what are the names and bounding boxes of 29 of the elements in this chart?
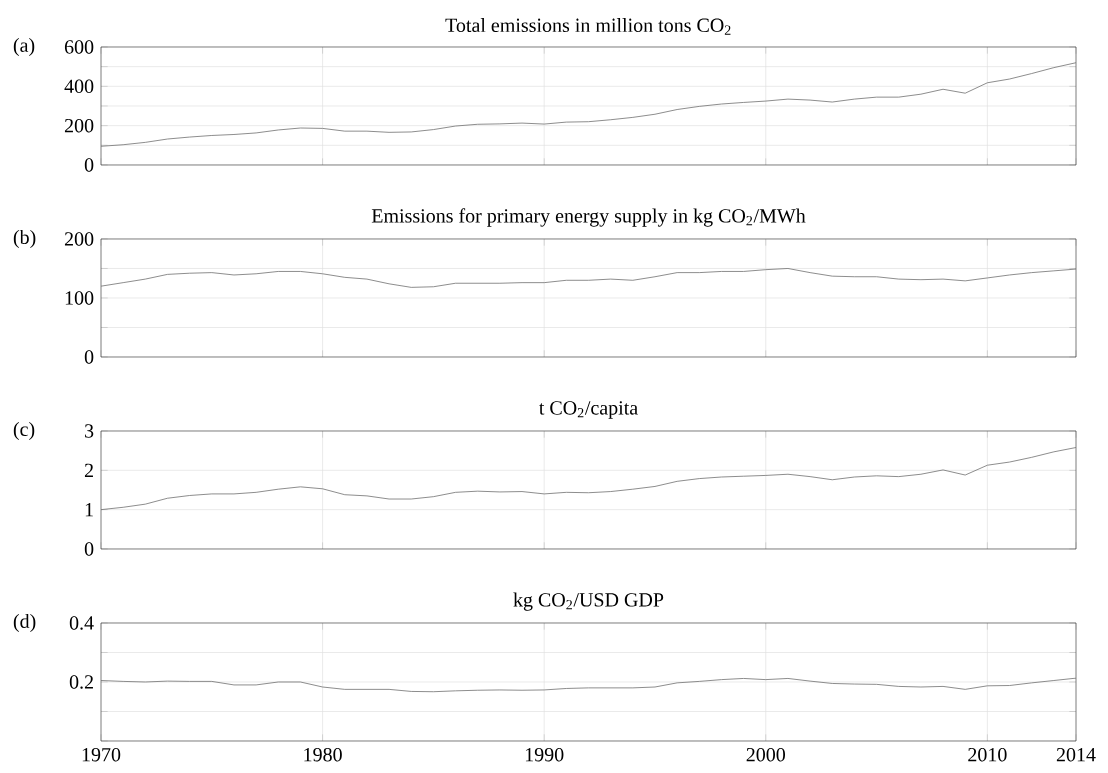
x-tick-label: 2010 bbox=[968, 747, 1007, 762]
x-tick-label: 2014 bbox=[1056, 747, 1096, 762]
chart-title: Emissions for primary energy supply in kg CO$_{2}$/MWh bbox=[371, 208, 806, 227]
y-tick-label: 1 bbox=[85, 503, 93, 517]
y-tick-label: 0.2 bbox=[69, 675, 93, 689]
x-tick-label: 1980 bbox=[304, 747, 342, 762]
x-tick-label: 2000 bbox=[746, 747, 786, 762]
y-tick-label: 200 bbox=[64, 118, 94, 133]
y-tick-label: 0 bbox=[84, 350, 94, 364]
chart-title: t CO$_{2}$/capita bbox=[539, 401, 638, 419]
y-tick-label: 400 bbox=[64, 79, 94, 94]
y-tick-label: 600 bbox=[64, 40, 94, 54]
chart-title: kg CO$_{2}$/USD GDP bbox=[513, 592, 664, 611]
line-series bbox=[101, 62, 1076, 147]
y-axis-title: (b) bbox=[13, 229, 36, 249]
y-tick-label: 200 bbox=[64, 232, 94, 246]
line-series bbox=[101, 447, 1076, 511]
y-tick-label: 0.4 bbox=[69, 616, 94, 630]
y-tick-label: 0 bbox=[84, 158, 94, 172]
y-tick-label: 0 bbox=[84, 542, 94, 556]
chart-title: Total emissions in million tons CO$_{2}$ bbox=[445, 17, 731, 35]
y-tick-label: 100 bbox=[65, 291, 94, 305]
y-tick-label: 3 bbox=[85, 424, 94, 438]
y-tick-label: 2 bbox=[84, 463, 93, 477]
y-axis-title: (c) bbox=[13, 421, 35, 441]
y-axis-title: (d) bbox=[13, 613, 36, 633]
x-tick-label: 1970 bbox=[82, 747, 121, 762]
x-tick-label: 1990 bbox=[525, 747, 564, 762]
y-axis-title: (a) bbox=[13, 37, 35, 57]
